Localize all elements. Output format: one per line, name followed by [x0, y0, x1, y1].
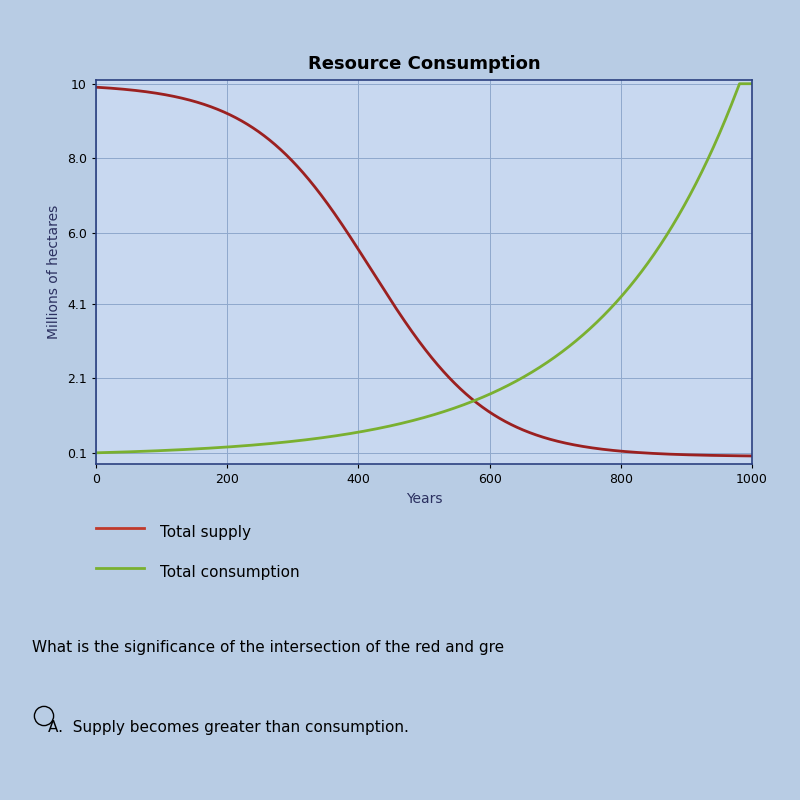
- Text: What is the significance of the intersection of the red and gre: What is the significance of the intersec…: [32, 640, 504, 655]
- Title: Resource Consumption: Resource Consumption: [308, 55, 540, 73]
- Text: Total supply: Total supply: [160, 525, 251, 539]
- Text: A.  Supply becomes greater than consumption.: A. Supply becomes greater than consumpti…: [48, 720, 409, 735]
- Y-axis label: Millions of hectares: Millions of hectares: [47, 205, 62, 339]
- X-axis label: Years: Years: [406, 491, 442, 506]
- Text: Total consumption: Total consumption: [160, 565, 300, 579]
